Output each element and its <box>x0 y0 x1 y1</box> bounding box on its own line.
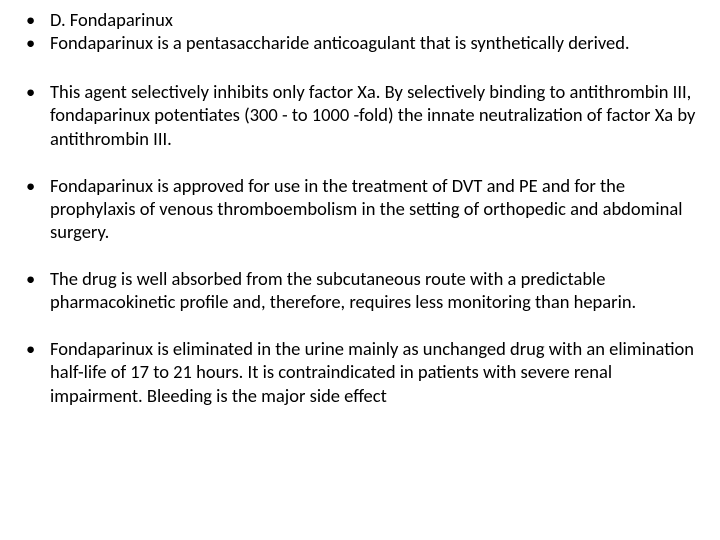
bullet-item: • Fondaparinux is a pentasaccharide anti… <box>22 31 698 54</box>
bullet-item: • Fondaparinux is eliminated in the urin… <box>22 337 698 406</box>
bullet-group-2: • Fondaparinux is approved for use in th… <box>22 174 698 243</box>
bullet-item: • D. Fondaparinux <box>22 8 698 31</box>
bullet-text: The drug is well absorbed from the subcu… <box>50 267 698 313</box>
bullet-group-0: • D. Fondaparinux • Fondaparinux is a pe… <box>22 8 698 54</box>
bullet-group-3: • The drug is well absorbed from the sub… <box>22 267 698 313</box>
bullet-glyph-icon: • <box>22 267 50 290</box>
bullet-item: • This agent selectively inhibits only f… <box>22 80 698 149</box>
bullet-text: This agent selectively inhibits only fac… <box>50 80 698 149</box>
bullet-item: • Fondaparinux is approved for use in th… <box>22 174 698 243</box>
bullet-glyph-icon: • <box>22 80 50 103</box>
bullet-glyph-icon: • <box>22 337 50 360</box>
bullet-group-1: • This agent selectively inhibits only f… <box>22 80 698 149</box>
bullet-group-4: • Fondaparinux is eliminated in the urin… <box>22 337 698 406</box>
bullet-glyph-icon: • <box>22 174 50 197</box>
bullet-text: Fondaparinux is approved for use in the … <box>50 174 698 243</box>
bullet-item: • The drug is well absorbed from the sub… <box>22 267 698 313</box>
bullet-glyph-icon: • <box>22 31 50 54</box>
bullet-text: D. Fondaparinux <box>50 8 698 31</box>
bullet-text: Fondaparinux is eliminated in the urine … <box>50 337 698 406</box>
bullet-text: Fondaparinux is a pentasaccharide antico… <box>50 31 698 54</box>
bullet-glyph-icon: • <box>22 8 50 31</box>
